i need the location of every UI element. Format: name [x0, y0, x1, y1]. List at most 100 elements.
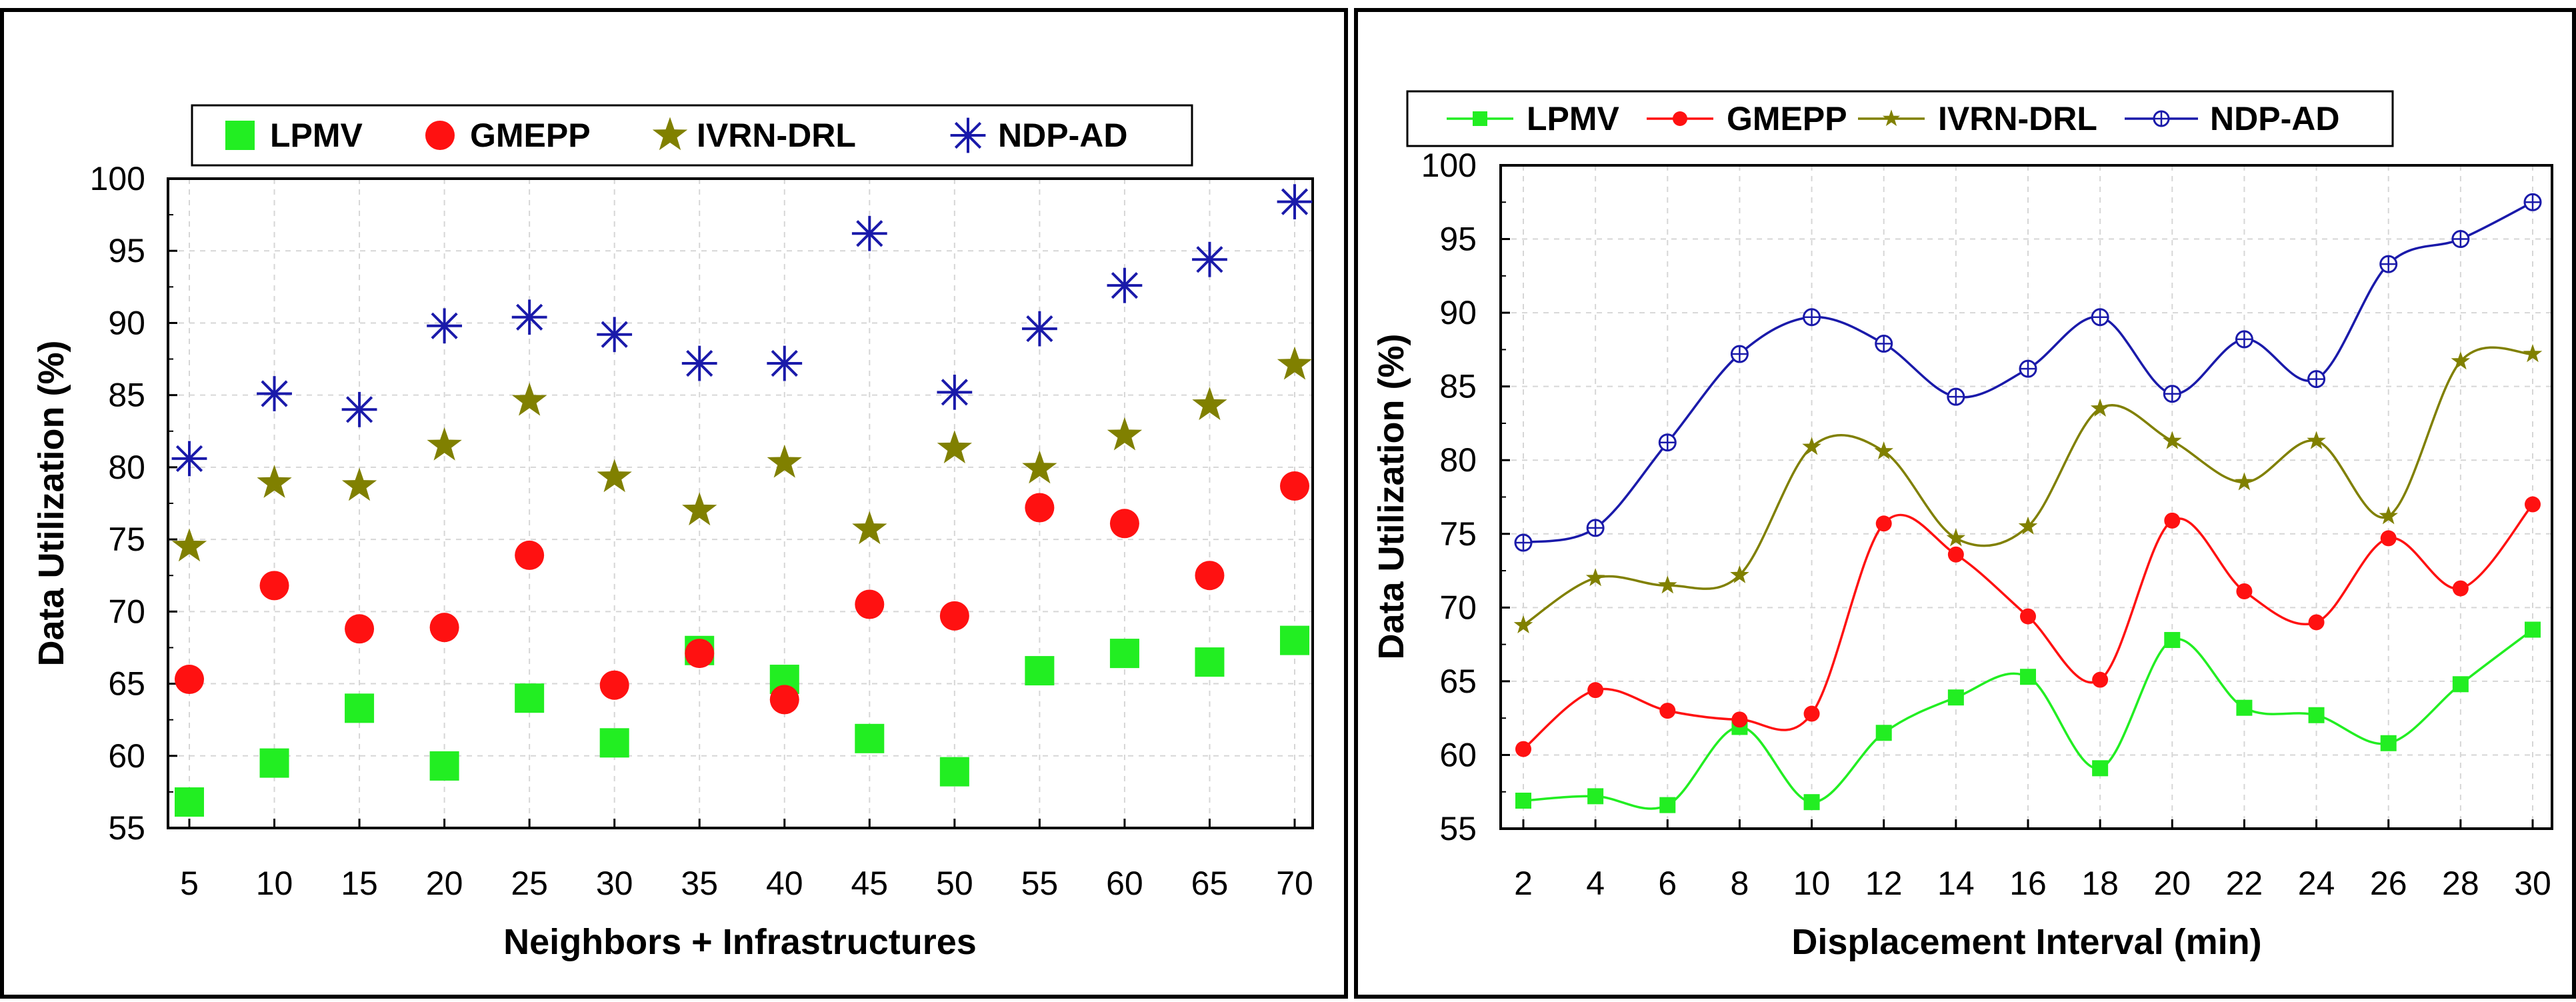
- chart1-xtick-label: 4: [1586, 865, 1605, 902]
- chart0-xtick-label: 65: [1191, 865, 1229, 902]
- point-ndp-ad: [681, 345, 717, 381]
- point-gmepp: [259, 571, 289, 601]
- series-line-ndp-ad: [1523, 201, 2533, 544]
- legend-entry-ivrn-drl: IVRN-DRL: [1858, 100, 2097, 137]
- point-gmepp: [939, 601, 969, 631]
- chart0-xtick-label: 15: [341, 865, 378, 902]
- chart1-ytick-label: 85: [1439, 368, 1477, 405]
- chart1-ytick-label: 90: [1439, 294, 1477, 331]
- legend-entry-gmepp: GMEPP: [425, 117, 591, 154]
- point-ndp-ad: [1875, 335, 1893, 353]
- chart0-ytick-label: 80: [108, 449, 145, 486]
- chart0-ytick-label: 90: [108, 304, 145, 341]
- legend-marker-ivrn-drl: [652, 117, 688, 151]
- point-lpmv: [2525, 621, 2541, 638]
- chart1-ylabel: Data Utilization (%): [1371, 333, 1411, 659]
- series-ivrn-drl: [1513, 344, 2543, 633]
- point-ndp-ad: [2091, 308, 2109, 327]
- point-gmepp: [1109, 509, 1139, 539]
- legend-marker-lpmv: [225, 121, 255, 150]
- series-ivrn-drl: [171, 346, 1313, 562]
- point-ivrn-drl: [852, 511, 887, 545]
- chart1-xtick-label: 14: [1937, 865, 1975, 902]
- point-lpmv: [2236, 699, 2253, 716]
- legend-label-ndp-ad: NDP-AD: [998, 117, 1127, 154]
- legend-label-lpmv: LPMV: [270, 117, 363, 154]
- legend-marker-gmepp: [425, 121, 455, 150]
- series-lpmv: [1515, 621, 2541, 813]
- chart0-plot-frame: [167, 177, 1314, 829]
- point-lpmv: [1280, 625, 1309, 655]
- point-gmepp: [1280, 471, 1309, 501]
- point-ndp-ad: [2379, 255, 2398, 273]
- point-ndp-ad: [1658, 433, 1677, 452]
- legend-label-ndp-ad: NDP-AD: [2210, 100, 2339, 137]
- point-gmepp: [2308, 614, 2325, 631]
- point-gmepp: [2164, 512, 2181, 529]
- legend-entry-ndp-ad: NDP-AD: [950, 117, 1127, 154]
- point-lpmv: [1515, 792, 1531, 809]
- point-lpmv: [515, 683, 545, 713]
- point-gmepp: [2020, 608, 2036, 625]
- point-lpmv: [1803, 794, 1820, 811]
- chart0-xtick-label: 45: [851, 865, 888, 902]
- chart0-xtick-label: 30: [596, 865, 633, 902]
- chart0-xtick-label: 35: [681, 865, 718, 902]
- legend-label-lpmv: LPMV: [1527, 100, 1620, 137]
- point-ndp-ad: [257, 376, 292, 411]
- point-ndp-ad: [1803, 308, 1821, 327]
- chart1-xtick-label: 20: [2153, 865, 2191, 902]
- point-ndp-ad: [341, 391, 377, 427]
- point-ivrn-drl: [2235, 472, 2254, 491]
- chart1-ytick-label: 60: [1439, 736, 1477, 773]
- point-ivrn-drl: [171, 528, 207, 562]
- legend-marker-ndp-ad: [2153, 110, 2170, 127]
- right-panel-frame: [1354, 8, 2576, 999]
- chart1-xtick-label: 22: [2226, 865, 2263, 902]
- chart1-xtick-label: 6: [1658, 865, 1677, 902]
- point-ivrn-drl: [2523, 344, 2543, 363]
- legend-entry-gmepp: GMEPP: [1647, 100, 1847, 137]
- scatter-chart: 5 10 15 20 25 30 35 40 45 50 55 60 65 70 55 60 65 70 75 80 8…: [31, 104, 1314, 962]
- point-ivrn-drl: [1192, 387, 1227, 421]
- point-ndp-ad: [767, 345, 803, 381]
- chart1-xtick-label: 30: [2514, 865, 2551, 902]
- chart1-xtick-label: 28: [2442, 865, 2479, 902]
- point-lpmv: [2020, 669, 2036, 685]
- point-ivrn-drl: [1730, 565, 1749, 583]
- point-ivrn-drl: [1277, 346, 1313, 380]
- chart0-ytick-label: 85: [108, 377, 145, 414]
- point-ndp-ad: [1730, 345, 1749, 363]
- series-ndp-ad: [1514, 193, 2542, 552]
- chart0-ytick-label: 60: [108, 737, 145, 775]
- chart0-legend-box: [191, 104, 1193, 167]
- point-ivrn-drl: [257, 465, 292, 498]
- point-ndp-ad: [2235, 330, 2253, 349]
- legend-label-ivrn-drl: IVRN-DRL: [697, 117, 856, 154]
- point-gmepp: [1947, 546, 1964, 563]
- legend-entry-ndp-ad: NDP-AD: [2125, 100, 2339, 137]
- point-ivrn-drl: [427, 427, 462, 461]
- point-ivrn-drl: [767, 444, 802, 478]
- line-chart: 2 4 6 8 10 12 14 16 18 20 22 24 26 28 3055606570758085…: [1371, 90, 2553, 962]
- point-ndp-ad: [1107, 267, 1143, 303]
- point-ndp-ad: [2523, 193, 2542, 211]
- chart0-ytick-label: 65: [108, 665, 145, 703]
- point-ndp-ad: [427, 308, 463, 344]
- point-gmepp: [345, 614, 375, 644]
- point-lpmv: [939, 757, 969, 787]
- chart0-ylabel: Data Utilization (%): [31, 340, 71, 666]
- chart1-ytick-label: 100: [1421, 147, 1477, 184]
- point-gmepp: [1875, 515, 1892, 532]
- point-ndp-ad: [597, 317, 633, 353]
- chart0-xlabel: Neighbors + Infrastructures: [503, 922, 977, 962]
- point-lpmv: [345, 693, 375, 723]
- chart0-xtick-label: 25: [511, 865, 548, 902]
- point-gmepp: [1731, 711, 1748, 728]
- series-gmepp: [175, 471, 1309, 715]
- point-ivrn-drl: [1874, 441, 1893, 460]
- chart1-xlabel: Displacement Interval (min): [1791, 922, 2261, 962]
- point-ndp-ad: [2163, 385, 2181, 403]
- point-gmepp: [2092, 671, 2109, 688]
